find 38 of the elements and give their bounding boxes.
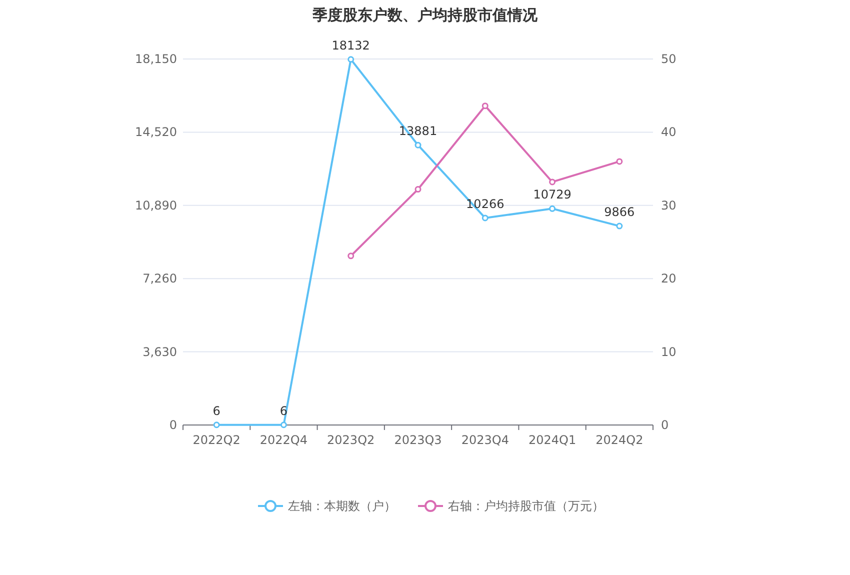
legend-label: 左轴：本期数（户） [288, 499, 396, 513]
point [414, 186, 422, 193]
y-tick-label: 0 [169, 418, 177, 432]
point [616, 158, 623, 165]
point [616, 222, 623, 230]
x-tick-label: 2024Q2 [596, 433, 644, 447]
point [348, 252, 354, 260]
data-label: 18132 [332, 38, 370, 52]
y-tick-label: 18,150 [135, 52, 177, 66]
x-tick-label: 2023Q2 [327, 433, 375, 447]
y2-tick-label: 30 [661, 198, 676, 212]
chart-title: 季度股东户数、户均持股市值情况 [312, 6, 538, 24]
y2-tick-label: 0 [661, 418, 669, 432]
x-tick-label: 2024Q1 [528, 433, 576, 447]
data-label: 9866 [604, 205, 635, 220]
point [280, 422, 287, 428]
x-tick-label: 2022Q4 [260, 433, 308, 447]
y-tick-label: 14,520 [135, 125, 177, 140]
point [482, 102, 488, 110]
point [414, 142, 422, 148]
x-tick-label: 2023Q3 [394, 433, 442, 447]
y2-tick-label: 20 [661, 272, 676, 286]
y-tick-label: 7,260 [142, 272, 177, 286]
y2-tick-label: 40 [661, 125, 676, 140]
x-tick-label: 2022Q2 [192, 433, 240, 447]
legend-label: 右轴：户均持股市值（万元） [448, 499, 604, 513]
y2-tick-label: 50 [661, 52, 676, 66]
y2-tick-label: 10 [661, 344, 676, 359]
data-label: 10729 [533, 188, 572, 202]
y-tick-label: 10,890 [135, 198, 177, 212]
point [213, 422, 220, 428]
x-tick-label: 2023Q4 [461, 433, 509, 447]
point [549, 205, 556, 212]
point [549, 178, 556, 186]
point [482, 214, 488, 222]
y-tick-label: 3,630 [142, 344, 177, 359]
point [348, 56, 354, 63]
data-label: 6 [212, 404, 220, 418]
